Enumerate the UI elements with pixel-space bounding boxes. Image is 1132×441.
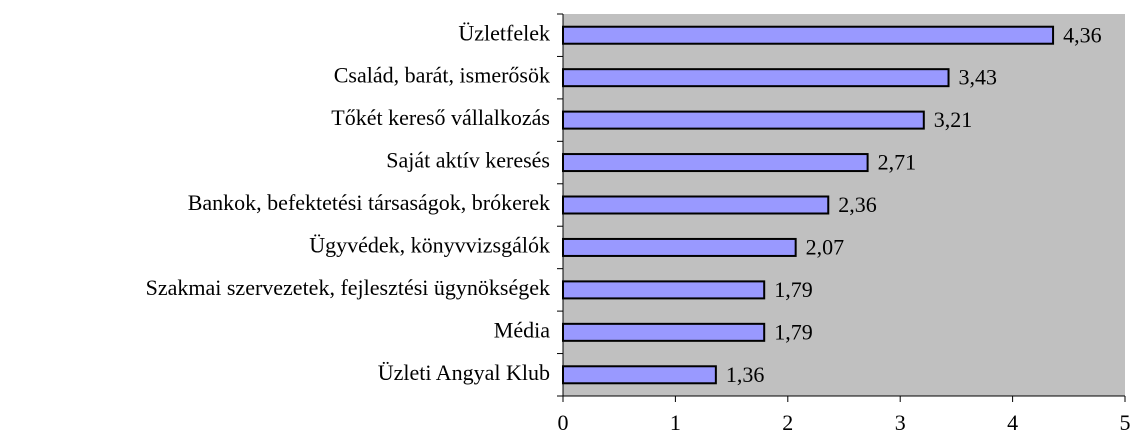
data-label: 4,36 (1063, 22, 1102, 47)
y-tick-label: Ügyvédek, könyvvizsgálók (309, 232, 550, 257)
data-label: 2,36 (838, 192, 877, 217)
bar (562, 195, 830, 215)
bar (562, 153, 869, 173)
x-tick-label: 2 (782, 410, 793, 435)
data-label: 1,79 (774, 277, 813, 302)
bar (562, 280, 766, 300)
bar (562, 25, 1055, 45)
data-label: 3,21 (934, 107, 973, 132)
y-tick-label: Család, barát, ismerősök (334, 63, 550, 88)
x-tick-label: 1 (670, 410, 681, 435)
x-tick-label: 4 (1007, 410, 1018, 435)
bar (562, 68, 950, 88)
y-tick-label: Szakmai szervezetek, fejlesztési ügynöks… (146, 275, 550, 300)
data-label: 1,79 (774, 319, 813, 344)
data-label: 1,36 (726, 362, 765, 387)
x-tick-label: 3 (895, 410, 906, 435)
bar (562, 322, 766, 342)
data-label: 3,43 (959, 65, 998, 90)
y-tick-label: Üzletfelek (458, 20, 550, 45)
data-label: 2,71 (878, 150, 917, 175)
bar (562, 237, 797, 257)
y-tick-label: Bankok, befektetési társaságok, brókerek (188, 190, 550, 215)
y-tick-label: Üzleti Angyal Klub (378, 360, 550, 385)
bar (562, 365, 717, 385)
x-tick-label: 5 (1120, 410, 1131, 435)
y-tick-label: Média (494, 317, 550, 342)
data-label: 2,07 (806, 234, 845, 259)
bar (562, 110, 925, 130)
x-tick-label: 0 (558, 410, 569, 435)
y-tick-label: Tőkét kereső vállalkozás (331, 105, 550, 130)
y-tick-label: Saját aktív keresés (386, 148, 550, 173)
